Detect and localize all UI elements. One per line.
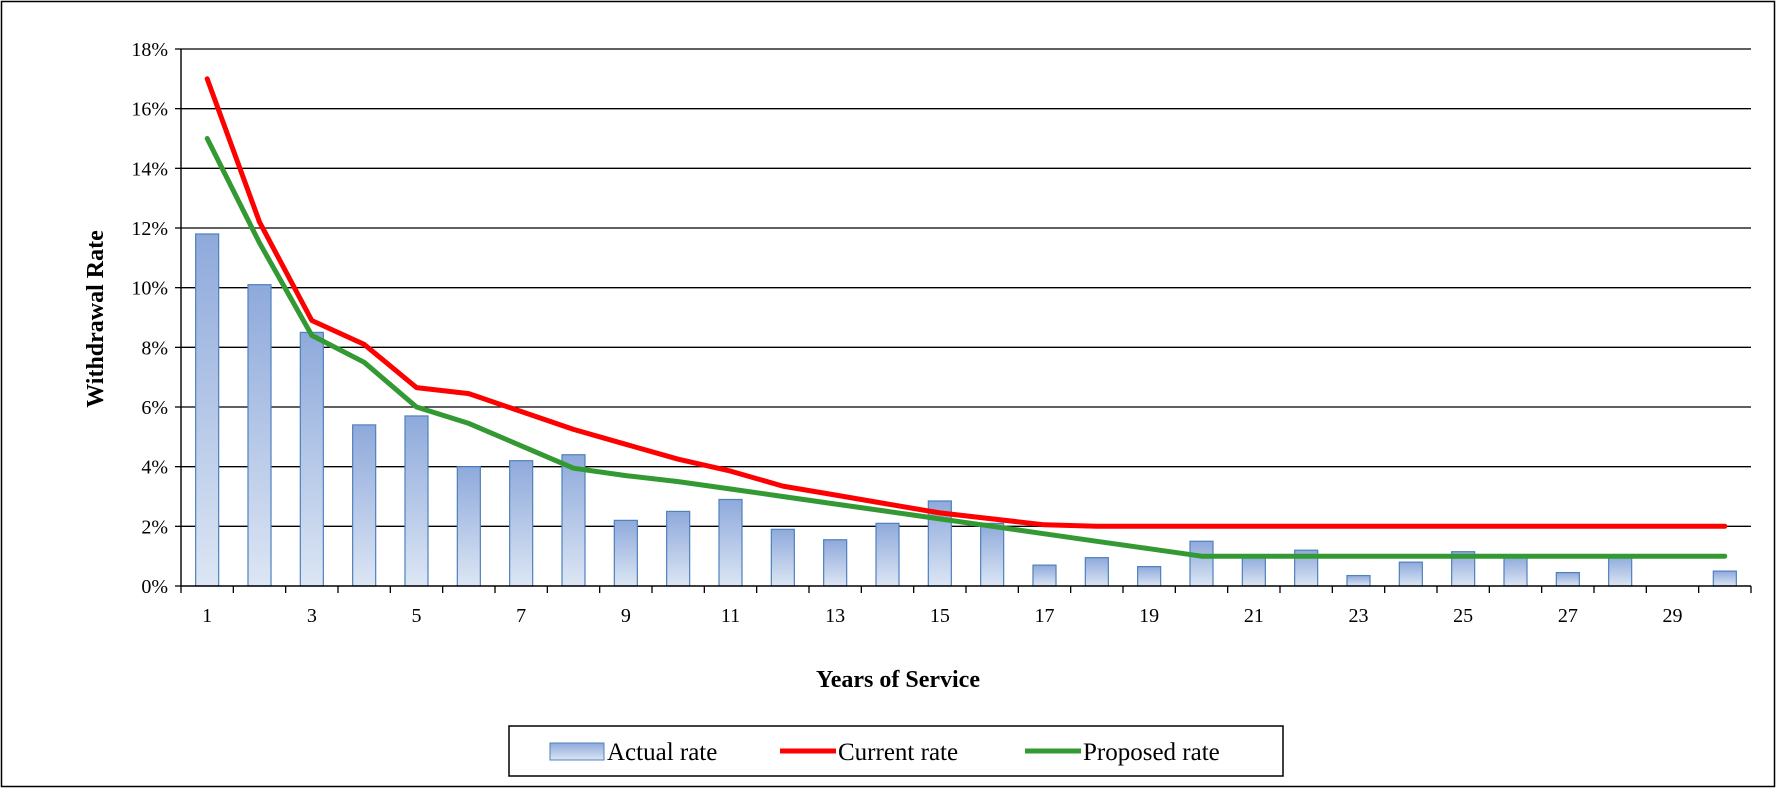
y-tick-label-3: 6% [141, 397, 168, 419]
x-tick-label-27: 27 [1558, 605, 1578, 627]
x-tick-label-21: 21 [1244, 605, 1264, 627]
y-tick-label-6: 12% [131, 218, 168, 240]
legend-box [508, 725, 1284, 777]
line-current-rate [204, 76, 1728, 529]
bar-year-10 [666, 510, 691, 587]
bar-year-20 [1189, 540, 1214, 587]
bar-year-21 [1241, 555, 1266, 587]
bar-year-28 [1608, 555, 1633, 587]
bar-year-9 [613, 519, 638, 587]
axes [175, 48, 1752, 593]
x-tick-label-17: 17 [1035, 605, 1055, 627]
bar-year-1 [195, 233, 220, 587]
x-tick-label-7: 7 [516, 605, 526, 627]
y-tick-label-0: 0% [141, 576, 168, 598]
x-tick-label-1: 1 [202, 605, 212, 627]
line-proposed-rate [204, 136, 1728, 559]
x-tick-label-5: 5 [412, 605, 422, 627]
bar-year-13 [823, 539, 848, 587]
bar-year-16 [980, 522, 1005, 587]
x-tick-label-29: 29 [1663, 605, 1683, 627]
y-axis-title: Withdrawal Rate [83, 230, 109, 408]
y-tick-label-5: 10% [131, 278, 168, 300]
y-tick-label-1: 2% [141, 516, 168, 538]
legend-swatch-actual-rate [549, 742, 605, 761]
bar-year-23 [1346, 574, 1371, 587]
bar-year-6 [456, 466, 481, 587]
legend-label-actual-rate: Actual rate [607, 739, 717, 766]
y-tick-label-2: 4% [141, 457, 168, 479]
x-tick-label-13: 13 [825, 605, 845, 627]
legend-label-proposed-rate: Proposed rate [1083, 739, 1220, 766]
x-tick-label-25: 25 [1453, 605, 1473, 627]
bar-year-18 [1084, 557, 1109, 587]
bar-year-24 [1398, 561, 1423, 587]
bar-year-8 [561, 454, 586, 587]
x-tick-label-23: 23 [1349, 605, 1369, 627]
y-tick-label-9: 18% [131, 39, 168, 61]
y-tick-label-8: 16% [131, 99, 168, 121]
bar-year-12 [770, 528, 795, 587]
bar-year-19 [1137, 566, 1162, 587]
bar-year-3 [299, 331, 324, 587]
bar-year-27 [1555, 571, 1580, 587]
x-tick-label-11: 11 [721, 605, 740, 627]
bar-year-5 [404, 415, 429, 587]
x-tick-label-9: 9 [621, 605, 631, 627]
bar-year-14 [875, 522, 900, 587]
bar-year-30 [1712, 570, 1737, 587]
rate-lines [204, 76, 1728, 559]
bar-year-26 [1503, 555, 1528, 587]
bar-year-11 [718, 498, 743, 587]
bar-year-4 [352, 424, 377, 587]
legend-label-current-rate: Current rate [838, 739, 958, 766]
y-tick-label-4: 8% [141, 337, 168, 359]
y-tick-labels: 0% 2% 4% 6% 8% 10% 12% 14% 16% 18% [131, 39, 168, 598]
legend: Actual rate Current rate Proposed rate [508, 725, 1284, 777]
x-tick-label-3: 3 [307, 605, 317, 627]
y-tick-label-7: 14% [131, 158, 168, 180]
x-axis-title: Years of Service [816, 667, 980, 693]
x-tick-label-15: 15 [930, 605, 950, 627]
bar-year-7 [509, 460, 534, 587]
actual-rate-bars [195, 233, 1737, 587]
x-tick-label-19: 19 [1139, 605, 1159, 627]
bar-year-17 [1032, 564, 1057, 587]
bar-year-2 [247, 284, 272, 587]
x-tick-labels: 1 3 5 7 9 11 13 15 17 19 21 23 25 27 29 [202, 605, 1682, 627]
